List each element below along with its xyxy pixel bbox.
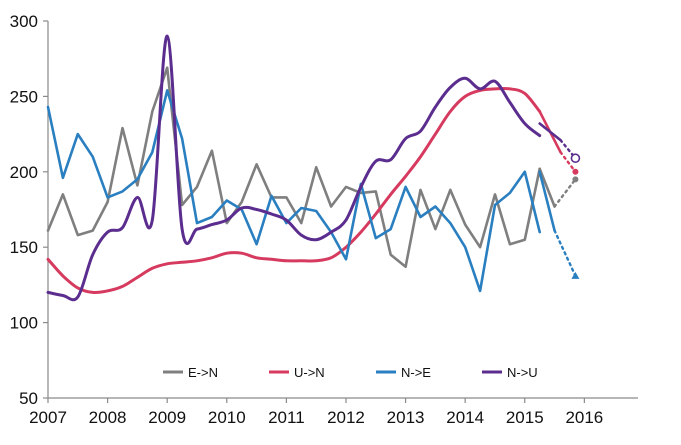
legend-label-u-n: U->N: [294, 365, 325, 380]
legend-label-n-u: N->U: [507, 365, 538, 380]
series-line-u-n: [46, 86, 542, 295]
x-tick-label: 2012: [327, 408, 365, 427]
y-tick-label: 250: [10, 87, 38, 106]
plot-area: 2007 2008 2009 2010 2011 2012 2013 2014 2015 2016…: [10, 12, 638, 427]
y-tick-label: 150: [10, 238, 38, 257]
projection-dotted-e-n: [553, 178, 577, 208]
legend-label-e-n: E->N: [188, 365, 218, 380]
x-tick-label: 2014: [446, 408, 484, 427]
projection-lines: [538, 110, 581, 279]
projection-dotted-n-e: [553, 229, 577, 278]
series-lines: [46, 34, 542, 302]
x-tick-label: 2016: [565, 408, 603, 427]
legend-item-e-n: E->N: [163, 365, 218, 380]
projection-solid-n-u: [538, 122, 562, 142]
y-tick-label: 50: [19, 389, 38, 408]
x-tick-label: 2013: [387, 408, 425, 427]
x-tick-label: 2015: [506, 408, 544, 427]
x-tick-marks: [47, 398, 585, 403]
x-tick-labels: 2007 2008 2009 2010 2011 2012 2013 2014 2015 2016: [29, 408, 603, 427]
x-tick-label: 2009: [148, 408, 186, 427]
projection-solid-n-e: [538, 170, 556, 232]
legend-item-n-u: N->U: [482, 365, 538, 380]
projection-marker-n-e: [571, 271, 580, 279]
x-tick-label: 2010: [208, 408, 246, 427]
series-line-n-e: [46, 89, 541, 293]
x-tick-label: 2011: [268, 408, 305, 427]
y-tick-marks: [43, 20, 48, 399]
y-tick-label: 300: [10, 12, 38, 31]
projection-dotted-u-n: [559, 150, 577, 174]
legend: E->N U->N N->E N->U: [163, 365, 538, 380]
y-tick-labels: 50 100 150 200 250 300: [10, 12, 38, 408]
legend-label-n-e: N->E: [401, 365, 431, 380]
x-tick-label: 2007: [29, 408, 67, 427]
legend-item-n-e: N->E: [376, 365, 431, 380]
projection-solid-e-n: [538, 167, 556, 208]
projection-marker-e-n: [572, 176, 579, 183]
legend-item-u-n: U->N: [269, 365, 325, 380]
projection-marker-n-u: [570, 153, 581, 164]
x-tick-label: 2008: [89, 408, 127, 427]
y-tick-label: 200: [10, 163, 38, 182]
series-line-e-n: [46, 66, 541, 269]
series-line-n-u: [46, 34, 542, 302]
projection-marker-u-n: [572, 168, 579, 175]
y-tick-label: 100: [10, 314, 38, 333]
